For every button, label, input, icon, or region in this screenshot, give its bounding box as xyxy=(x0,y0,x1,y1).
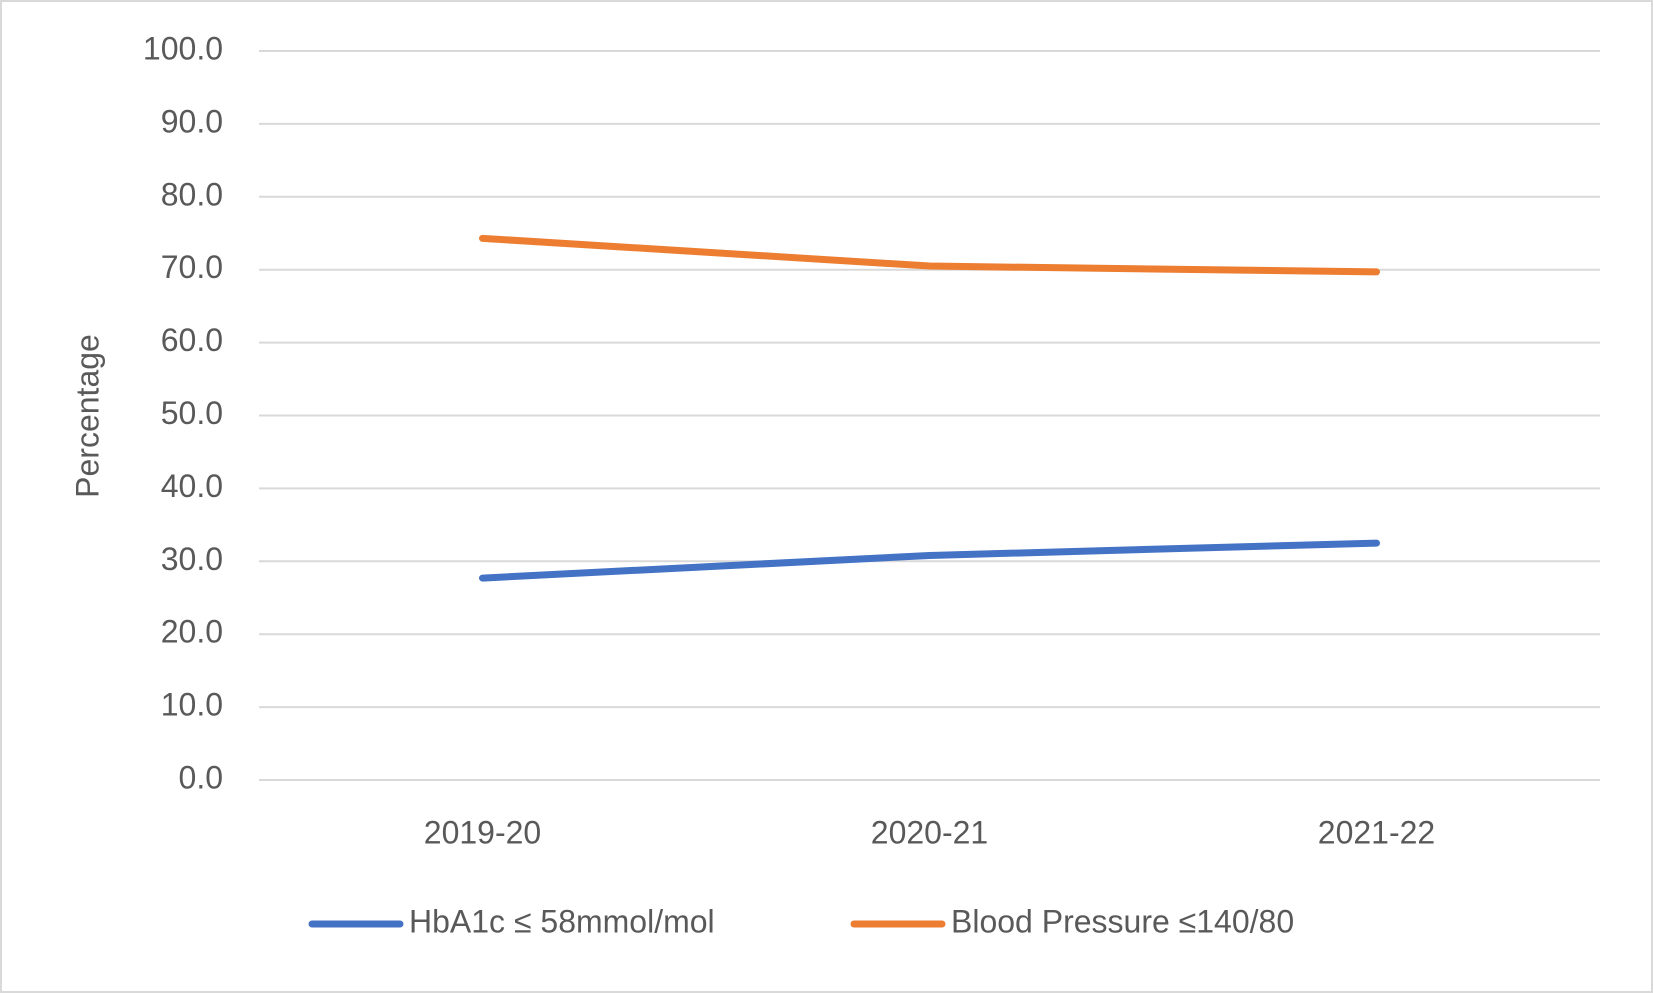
line-series xyxy=(479,234,1380,276)
y-tick-label: 30.0 xyxy=(161,541,223,577)
y-tick-label: 80.0 xyxy=(161,176,223,212)
y-tick-label: 10.0 xyxy=(161,687,223,723)
x-tick-label: 2019-20 xyxy=(424,814,541,850)
x-tick-label: 2020-21 xyxy=(871,814,988,850)
line-series xyxy=(479,539,1380,582)
y-tick-label: 60.0 xyxy=(161,322,223,358)
y-tick-label: 50.0 xyxy=(161,395,223,431)
legend-label: Blood Pressure ≤140/80 xyxy=(951,903,1294,939)
y-tick-label: 70.0 xyxy=(161,249,223,285)
y-tick-label: 40.0 xyxy=(161,468,223,504)
x-tick-label: 2021-22 xyxy=(1318,814,1435,850)
y-tick-label: 100.0 xyxy=(143,30,223,66)
y-tick-label: 0.0 xyxy=(179,759,223,795)
y-tick-label: 20.0 xyxy=(161,614,223,650)
legend-label: HbA1c ≤ 58mmol/mol xyxy=(409,903,715,939)
y-tick-label: 90.0 xyxy=(161,103,223,139)
y-axis-label: Percentage xyxy=(69,334,105,498)
